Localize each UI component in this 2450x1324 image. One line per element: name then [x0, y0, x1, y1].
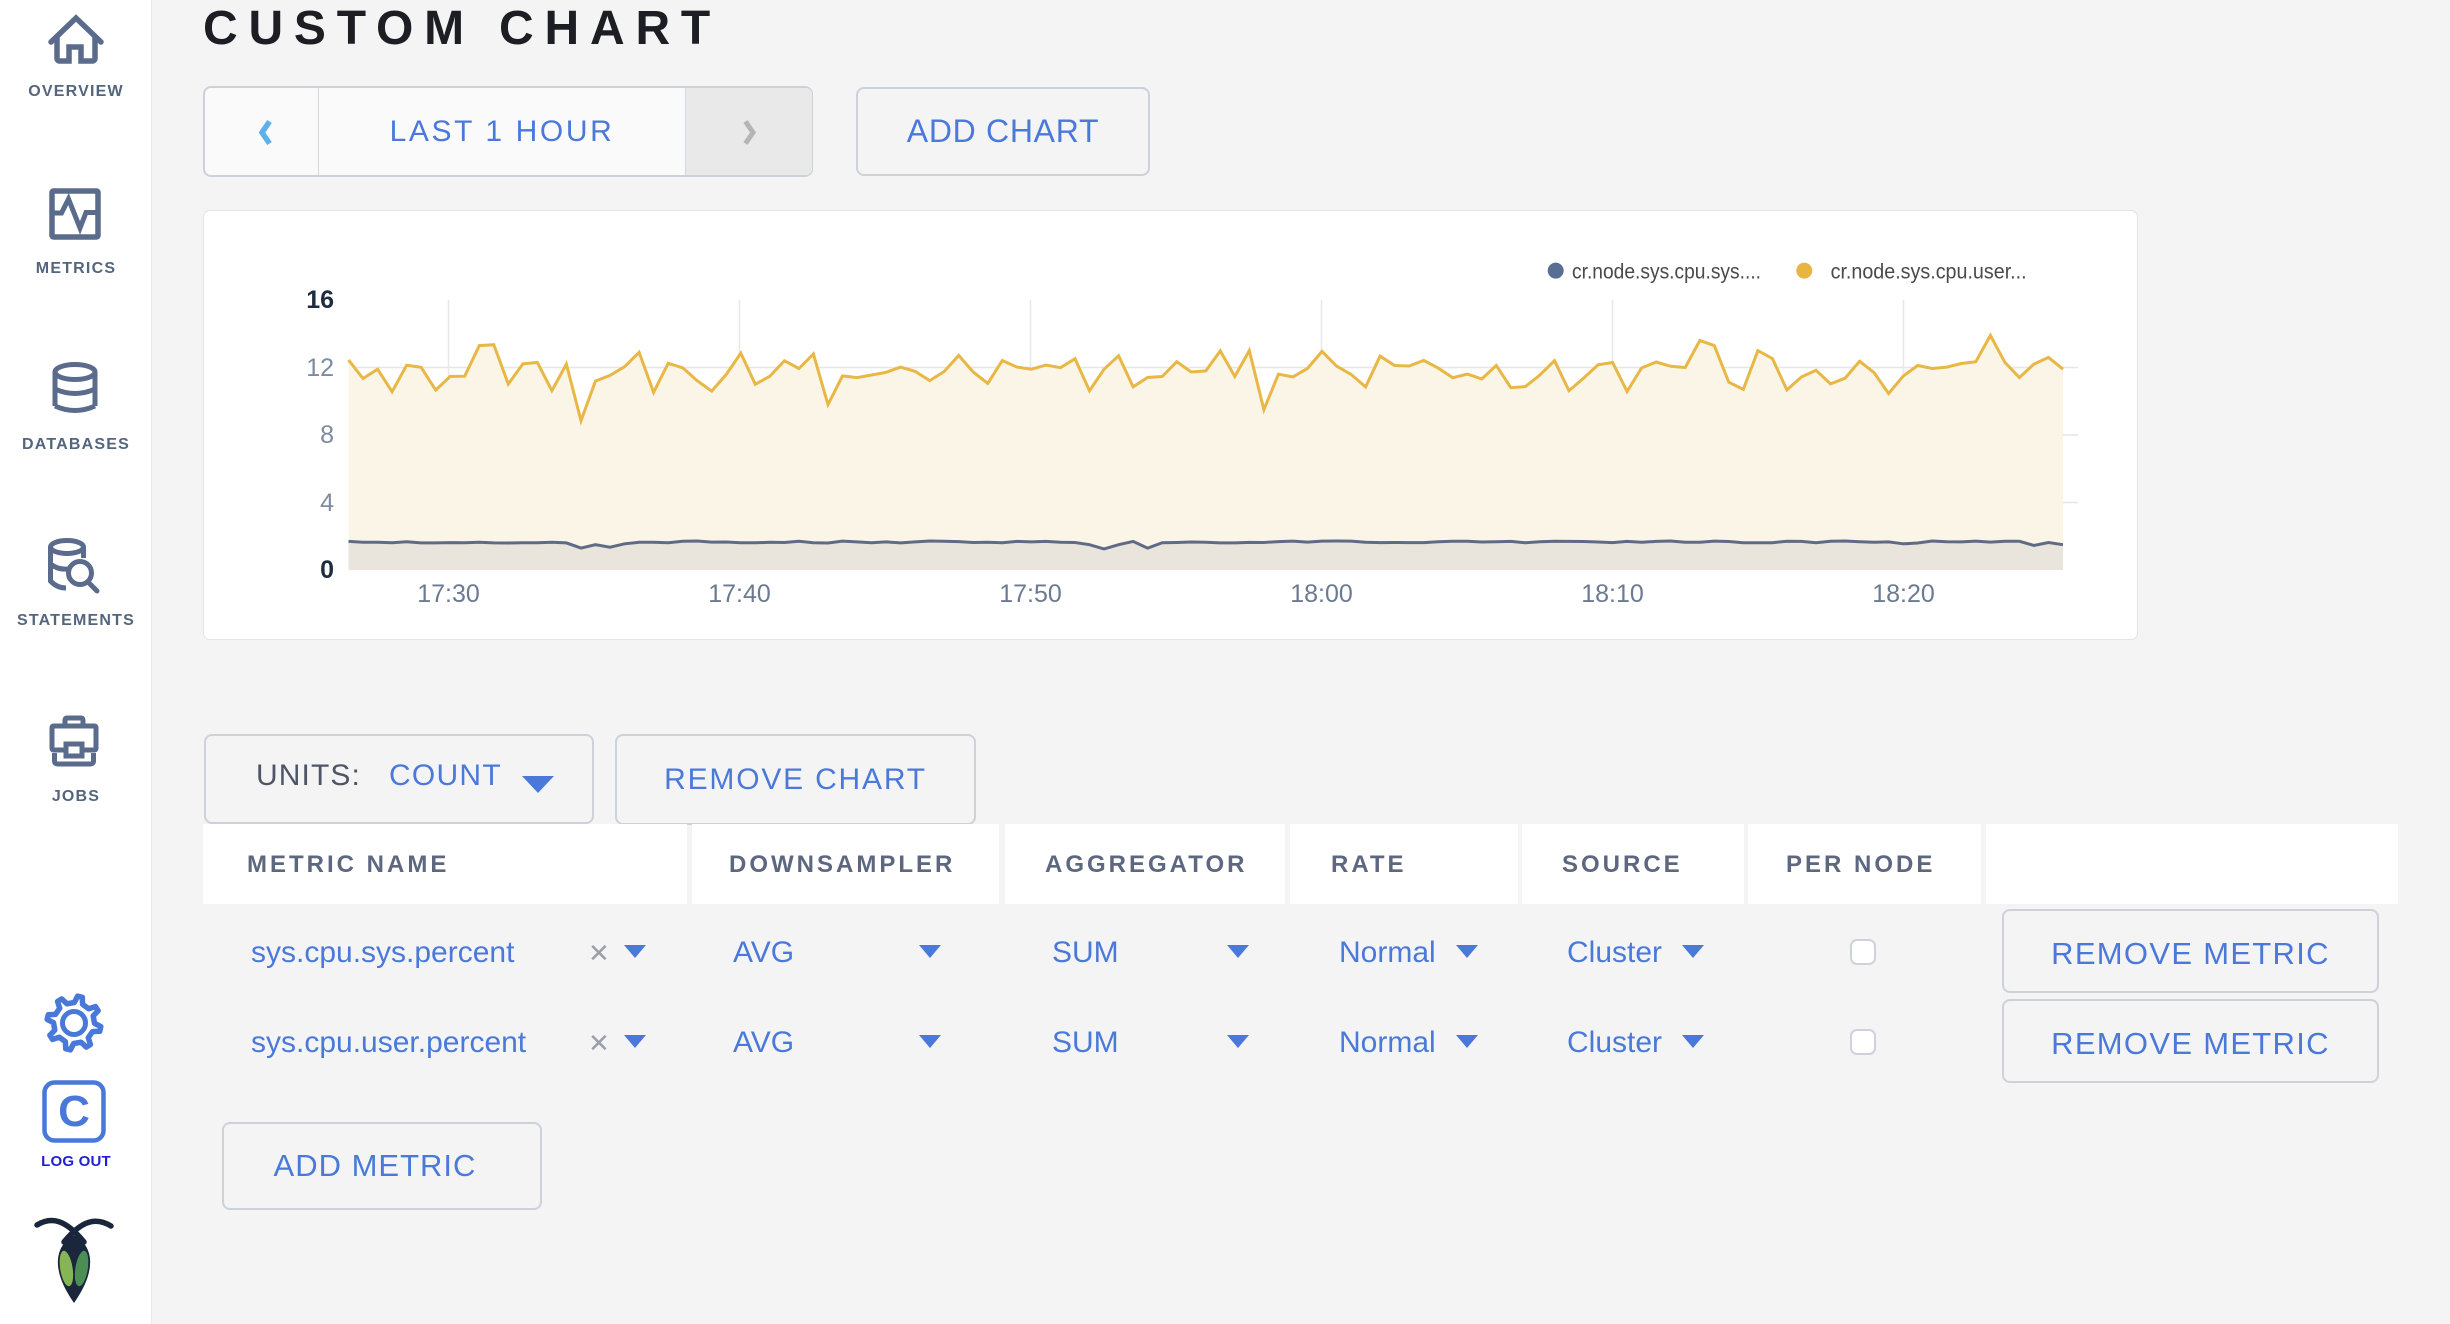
svg-text:17:40: 17:40 [708, 580, 771, 608]
svg-text:C: C [58, 1087, 90, 1136]
svg-text:cr.node.sys.cpu.user...: cr.node.sys.cpu.user... [1831, 261, 2027, 284]
svg-text:17:30: 17:30 [417, 580, 480, 608]
svg-text:18:10: 18:10 [1581, 580, 1644, 608]
svg-text:18:20: 18:20 [1872, 580, 1935, 608]
svg-text:12: 12 [306, 354, 334, 382]
svg-text:18:00: 18:00 [1290, 580, 1353, 608]
svg-text:cr.node.sys.cpu.sys....: cr.node.sys.cpu.sys.... [1572, 261, 1761, 284]
svg-text:0: 0 [320, 556, 334, 584]
svg-text:4: 4 [320, 489, 334, 517]
svg-text:8: 8 [320, 421, 334, 449]
svg-text:16: 16 [306, 286, 334, 314]
svg-text:17:50: 17:50 [999, 580, 1062, 608]
